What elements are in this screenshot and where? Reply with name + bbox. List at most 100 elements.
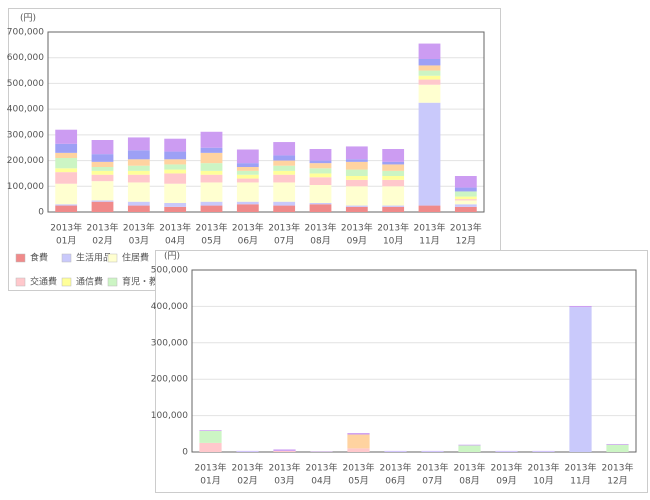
legend-label: 生活用品 (76, 252, 112, 264)
bar-segment (382, 186, 405, 206)
x-tick-label: 2013年 (491, 462, 523, 474)
bar-segment (164, 203, 187, 207)
panel-frame (8, 8, 501, 291)
bar-segment (91, 154, 114, 162)
x-tick-label: 03月 (274, 476, 294, 487)
x-tick-label: 05月 (201, 236, 221, 247)
bar-segment (345, 176, 368, 180)
bar-segment (382, 206, 405, 212)
bar-segment (382, 164, 405, 171)
bar-segment (454, 187, 477, 192)
chart-panel: (円) 0 100,000 200,000 300,000 400,000 500,000 6… (7, 8, 501, 291)
bar-segment (454, 191, 477, 197)
bar-segment (347, 434, 370, 449)
x-tick-label: 2013年 (341, 222, 373, 234)
bar-segment (164, 183, 187, 203)
legend-swatch (61, 253, 72, 263)
bar-segment (164, 173, 187, 184)
bar-segment (454, 199, 477, 201)
legend-label: 交通費 (30, 276, 57, 288)
x-tick-label: 10月 (533, 476, 553, 487)
plot-frame (191, 269, 637, 453)
x-tick-label: 06月 (238, 236, 258, 247)
y-tick-label: 0 (182, 448, 188, 458)
bar-segment (91, 170, 114, 175)
bar-segment (236, 201, 259, 205)
x-tick-label: 12月 (607, 476, 627, 487)
bar-segment (199, 430, 222, 443)
x-tick-label: 07月 (422, 476, 442, 487)
bar-segment (606, 444, 629, 452)
x-tick-label: 2013年 (343, 462, 375, 474)
x-tick-label: 2013年 (454, 462, 486, 474)
bar-segment (164, 169, 187, 174)
bar-segment (418, 102, 441, 206)
bar-segment (382, 205, 405, 207)
bar-segment (382, 149, 405, 162)
legend-label: 食費 (30, 252, 48, 264)
bar-segment (418, 205, 441, 212)
bar-segment (418, 43, 441, 59)
bar-segment (127, 159, 150, 166)
x-tick-label: 2013年 (196, 222, 228, 234)
bar-segment (309, 160, 332, 164)
y-tick-label: 500,000 (7, 79, 44, 89)
bar-segment (91, 140, 114, 155)
bar-segment (55, 168, 78, 173)
y-tick-label: 100,000 (7, 182, 44, 192)
bar-segment (127, 137, 150, 151)
x-tick-label: 04月 (311, 476, 331, 487)
x-tick-label: 02月 (92, 236, 112, 247)
bar-segment (91, 161, 114, 167)
x-tick-label: 2013年 (565, 462, 597, 474)
bar-segment (382, 176, 405, 180)
bar-segment (273, 160, 296, 166)
bar-segment (236, 170, 259, 175)
x-tick-label: 2013年 (377, 222, 409, 234)
bar-segment (458, 444, 481, 446)
legend-swatch (15, 253, 26, 263)
x-tick-label: 2013年 (305, 222, 337, 234)
x-tick-label: 08月 (310, 236, 330, 247)
y-tick-label: 100,000 (151, 411, 188, 421)
plot-frame (47, 31, 485, 213)
bar-segment (55, 158, 78, 169)
y-tick-label: 200,000 (151, 375, 188, 385)
bar-segment (273, 155, 296, 161)
bar-segment (273, 205, 296, 212)
bar-segment (454, 204, 477, 207)
bar-segment (309, 163, 332, 169)
x-tick-label: 02月 (237, 476, 257, 487)
bar-segment (164, 164, 187, 170)
bar-segment (495, 451, 518, 452)
bar-segment (347, 448, 370, 452)
bar-segment (418, 65, 441, 71)
bar-segment (418, 79, 441, 85)
y-tick-label: 400,000 (7, 105, 44, 115)
bar-segment (382, 170, 405, 176)
y-tick-label: 300,000 (7, 130, 44, 140)
bar-segment (55, 129, 78, 144)
x-tick-label: 2013年 (50, 222, 82, 234)
bar-segment (309, 149, 332, 161)
bar-segment (606, 443, 629, 445)
bar-segment (454, 206, 477, 212)
y-tick-label: 600,000 (7, 53, 44, 63)
bar-segment (236, 167, 259, 171)
bar-segment (55, 172, 78, 184)
y-tick-label: 700,000 (7, 28, 44, 38)
x-tick-label: 07月 (274, 236, 294, 247)
bar-segment (384, 451, 407, 452)
bar-segment (236, 451, 259, 452)
bar-segment (569, 306, 592, 308)
bar-segment (200, 205, 223, 212)
chart-panel: (円) 0 100,000 200,000 300,000 400,000 500,000 2… (151, 250, 648, 493)
bar-segment (127, 170, 150, 175)
x-tick-label: 06月 (385, 476, 405, 487)
legend-swatch (107, 277, 118, 287)
bar-segment (309, 168, 332, 174)
bar-segment (273, 449, 296, 451)
bar-segment (273, 170, 296, 175)
x-tick-label: 09月 (347, 236, 367, 247)
bar-segment (236, 182, 259, 202)
